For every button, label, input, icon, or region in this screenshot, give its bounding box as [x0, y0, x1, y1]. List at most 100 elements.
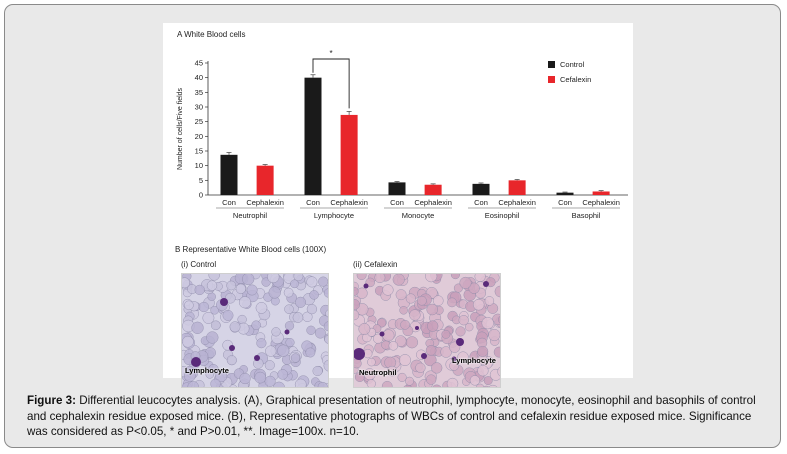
x-tick-label: Cephalexin: [330, 198, 368, 207]
bar-basophil-control: [556, 192, 574, 195]
red-blood-cell: [477, 365, 489, 377]
cefalexin-blood-smear-photo: Neutrophil Lymphocyte: [348, 268, 509, 397]
red-blood-cell: [292, 312, 304, 323]
white-blood-cell: [451, 356, 457, 362]
y-tick-label: 30: [195, 103, 203, 112]
red-blood-cell: [455, 326, 466, 337]
white-blood-cell: [254, 355, 260, 361]
red-blood-cell: [191, 321, 204, 334]
figure-frame: A White Blood cells 0 5 10 15 20 25 30 35 40 45 Num…: [4, 4, 781, 448]
y-tick-label: 15: [195, 147, 203, 156]
white-blood-cell: [363, 283, 369, 289]
red-blood-cell: [284, 304, 294, 314]
legend-entry: Control: [560, 60, 585, 69]
red-blood-cell: [425, 345, 437, 356]
bar-monocyte-control: [388, 182, 406, 195]
red-blood-cell: [198, 301, 210, 313]
red-blood-cell: [290, 353, 301, 363]
red-blood-cell: [382, 329, 395, 342]
white-blood-cell: [229, 345, 235, 351]
red-blood-cell: [472, 298, 485, 311]
red-blood-cell: [238, 296, 252, 309]
group-label-monocyte: Monocyte: [402, 211, 435, 220]
red-blood-cell: [440, 346, 452, 358]
red-blood-cell: [431, 362, 443, 374]
red-blood-cell: [194, 284, 205, 296]
red-blood-cell: [184, 300, 194, 311]
red-blood-cell: [182, 335, 194, 348]
red-blood-cell: [309, 290, 319, 300]
red-blood-cell: [314, 327, 326, 339]
red-blood-cell: [306, 303, 318, 315]
red-blood-cell: [459, 276, 472, 289]
bar-eosinophil-control: [472, 183, 490, 195]
legend-swatch: [548, 76, 555, 83]
caption-label: Figure 3:: [27, 394, 76, 407]
x-tick-label: Cephalexin: [246, 198, 284, 207]
red-blood-cell: [264, 360, 275, 371]
red-blood-cell: [441, 329, 451, 339]
red-blood-cell: [399, 306, 408, 315]
red-blood-cell: [256, 338, 267, 349]
x-tick-label: Con: [390, 198, 404, 207]
red-blood-cell: [277, 344, 290, 357]
red-blood-cell: [374, 272, 386, 284]
red-blood-cell: [386, 365, 398, 377]
red-blood-cell: [293, 271, 304, 282]
legend-entry: Cefalexin: [560, 75, 591, 84]
red-blood-cell: [206, 280, 218, 291]
x-tick-label: Cephalexin: [582, 198, 620, 207]
red-blood-cell: [392, 273, 405, 286]
red-blood-cell: [399, 354, 411, 367]
neutrophil-label: Neutrophil: [359, 368, 397, 377]
group-label-neutrophil: Neutrophil: [233, 211, 268, 220]
y-tick-label: 40: [195, 73, 203, 82]
red-blood-cell: [210, 305, 220, 315]
group-label-basophil: Basophil: [572, 211, 601, 220]
white-blood-cell: [415, 326, 419, 330]
x-tick-label: Con: [558, 198, 572, 207]
bar-basophil-cefalexin: [592, 191, 610, 195]
y-tick-label: 0: [199, 191, 203, 200]
bar-neutrophil-control: [220, 154, 238, 195]
red-blood-cell: [242, 272, 255, 286]
caption-text: Differential leucocytes analysis. (A), G…: [27, 394, 756, 438]
red-blood-cell: [481, 316, 494, 330]
red-blood-cell: [318, 276, 329, 287]
legend-swatch: [548, 61, 555, 68]
red-blood-cell: [488, 328, 501, 342]
red-blood-cell: [285, 337, 295, 348]
y-tick-label: 20: [195, 132, 203, 141]
red-blood-cell: [312, 365, 323, 377]
red-blood-cell: [426, 374, 437, 385]
y-tick-label: 45: [195, 59, 203, 68]
red-blood-cell: [255, 302, 268, 314]
red-blood-cell: [382, 284, 394, 296]
figure-caption: Figure 3: Differential leucocytes analys…: [27, 393, 775, 440]
red-blood-cell: [229, 321, 241, 333]
red-blood-cell: [432, 295, 444, 307]
panel-a-title: A White Blood cells: [177, 30, 245, 39]
red-blood-cell: [210, 378, 221, 389]
y-axis-label: Number of cells/Five fields: [177, 87, 184, 170]
bar-neutrophil-cefalexin: [256, 165, 274, 195]
white-blood-cell: [483, 281, 489, 287]
red-blood-cell: [405, 376, 414, 386]
x-tick-label: Cephalexin: [498, 198, 536, 207]
x-tick-label: Con: [222, 198, 236, 207]
white-blood-cell: [220, 298, 228, 306]
red-blood-cell: [290, 279, 299, 289]
red-blood-cell: [183, 370, 196, 382]
white-blood-cell: [421, 353, 427, 359]
figure-panel: A White Blood cells 0 5 10 15 20 25 30 35 40 45 Num…: [163, 23, 633, 397]
red-blood-cell: [446, 377, 459, 390]
bar-monocyte-cefalexin: [424, 184, 442, 195]
red-blood-cell: [226, 280, 237, 291]
lymphocyte-label-cefalexin: Lymphocyte: [452, 356, 496, 365]
red-blood-cell: [409, 309, 421, 321]
red-blood-cell: [226, 355, 237, 366]
red-blood-cell: [222, 309, 234, 321]
photo-cefalexin-title: (ii) Cefalexin: [353, 260, 398, 269]
red-blood-cell: [351, 358, 362, 369]
white-blood-cell: [353, 348, 365, 360]
